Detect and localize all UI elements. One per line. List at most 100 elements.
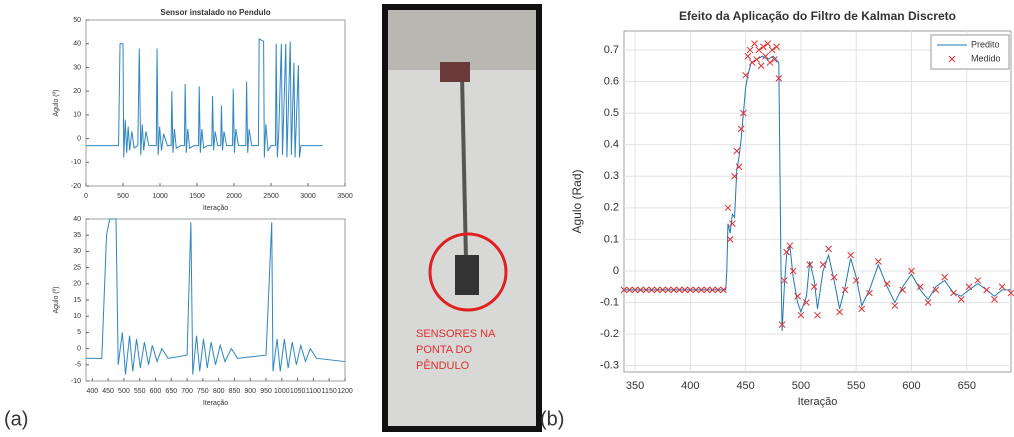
data-point xyxy=(998,283,1006,291)
data-point xyxy=(874,258,882,265)
data-point xyxy=(753,56,761,63)
x-tick-label: 1500 xyxy=(189,193,205,200)
data-point xyxy=(830,273,838,281)
data-point xyxy=(731,172,738,180)
data-point xyxy=(768,46,776,54)
x-tick-label: 600 xyxy=(902,380,920,392)
data-point xyxy=(1007,289,1014,297)
y-tick-label: 0.1 xyxy=(604,233,619,245)
y-tick-label: 0.5 xyxy=(604,107,619,119)
data-point xyxy=(825,245,832,253)
x-tick-label: 850 xyxy=(229,388,241,395)
data-point xyxy=(836,308,843,316)
y-tick-label: -0.3 xyxy=(600,360,619,372)
highlight-circle xyxy=(428,232,508,312)
x-axis-label: Iteração xyxy=(203,205,228,212)
y-tick-label: 35 xyxy=(73,232,81,239)
y-tick-label: -10 xyxy=(71,378,81,385)
x-tick-label: 950 xyxy=(260,388,272,395)
x-tick-label: 1050 xyxy=(290,388,306,395)
data-point xyxy=(883,280,891,287)
x-tick-label: 650 xyxy=(958,380,976,392)
data-point xyxy=(659,286,667,294)
y-tick-label: -20 xyxy=(71,183,81,190)
data-point xyxy=(983,286,991,294)
x-tick-label: 450 xyxy=(736,380,754,392)
y-tick-label: 40 xyxy=(73,41,81,48)
photo-caption: SENSORES NA xyxy=(416,328,496,340)
data-point xyxy=(806,261,814,269)
data-point xyxy=(751,40,758,47)
photo-caption: PÊNDULO xyxy=(416,359,470,372)
data-point xyxy=(819,261,827,269)
data-point xyxy=(778,321,786,328)
legend-marker xyxy=(948,55,956,63)
data-point xyxy=(852,277,860,284)
data-point xyxy=(733,147,741,155)
plot-area xyxy=(623,30,1012,373)
x-axis-label: Iteração xyxy=(203,400,228,407)
data-point xyxy=(786,242,794,250)
x-tick-label: 1000 xyxy=(152,193,168,200)
y-tick-label: -10 xyxy=(71,159,81,166)
data-point xyxy=(648,286,655,294)
data-point xyxy=(991,296,998,303)
x-tick-label: 550 xyxy=(134,388,146,395)
y-tick-label: 0.6 xyxy=(604,75,619,87)
x-tick-label: 1200 xyxy=(337,388,353,395)
data-point xyxy=(664,286,672,294)
y-tick-label: 5 xyxy=(77,329,81,336)
x-tick-label: 500 xyxy=(117,193,129,200)
data-point xyxy=(924,299,932,306)
data-point xyxy=(686,286,694,294)
y-tick-label: 30 xyxy=(73,64,81,71)
y-tick-label: -0.1 xyxy=(600,296,619,308)
data-point xyxy=(729,220,736,227)
data-point xyxy=(775,75,783,82)
x-tick-label: 3500 xyxy=(337,193,353,200)
x-tick-label: 2500 xyxy=(263,193,279,200)
y-tick-label: 20 xyxy=(73,281,81,288)
data-point xyxy=(675,286,683,294)
data-point xyxy=(757,62,765,70)
data-point xyxy=(642,286,650,294)
x-tick-label: 3000 xyxy=(300,193,316,200)
photo-wall xyxy=(388,10,536,70)
data-point xyxy=(653,286,661,294)
chart-title: Efeito da Aplicação do Filtro de Kalman … xyxy=(679,9,956,23)
y-tick-label: 30 xyxy=(73,248,81,255)
x-tick-label: 350 xyxy=(626,380,644,392)
y-tick-label: 25 xyxy=(73,264,81,271)
data-point xyxy=(847,251,855,259)
y-tick-label: 0 xyxy=(77,135,81,142)
y-tick-label: 0.2 xyxy=(604,202,619,214)
x-tick-label: 400 xyxy=(681,380,699,392)
y-tick-label: 15 xyxy=(73,297,81,304)
data-point xyxy=(908,267,915,275)
data-point xyxy=(794,292,801,300)
data-point xyxy=(681,286,689,294)
data-point xyxy=(764,40,772,47)
x-tick-label: 600 xyxy=(150,388,162,395)
y-tick-label: 10 xyxy=(73,313,81,320)
x-tick-label: 550 xyxy=(847,380,865,392)
data-point xyxy=(950,289,957,297)
x-axis-label: Iteração xyxy=(798,396,838,408)
chart-title: Sensor instalado no Pendulo xyxy=(160,8,270,17)
data-point xyxy=(748,59,756,66)
panel-label: (a) xyxy=(4,408,28,430)
data-point xyxy=(866,289,873,297)
data-point xyxy=(735,163,743,171)
x-tick-label: 1000 xyxy=(274,388,290,395)
y-tick-label: 0 xyxy=(613,265,619,277)
data-point xyxy=(620,286,628,294)
pendulum-rod xyxy=(460,74,468,261)
x-tick-label: 500 xyxy=(118,388,130,395)
legend-label: Medido xyxy=(971,53,1001,63)
data-point xyxy=(766,59,774,66)
data-point xyxy=(957,296,965,303)
y-tick-label: 20 xyxy=(73,88,81,95)
data-point xyxy=(941,273,949,281)
legend-box xyxy=(930,34,1010,70)
